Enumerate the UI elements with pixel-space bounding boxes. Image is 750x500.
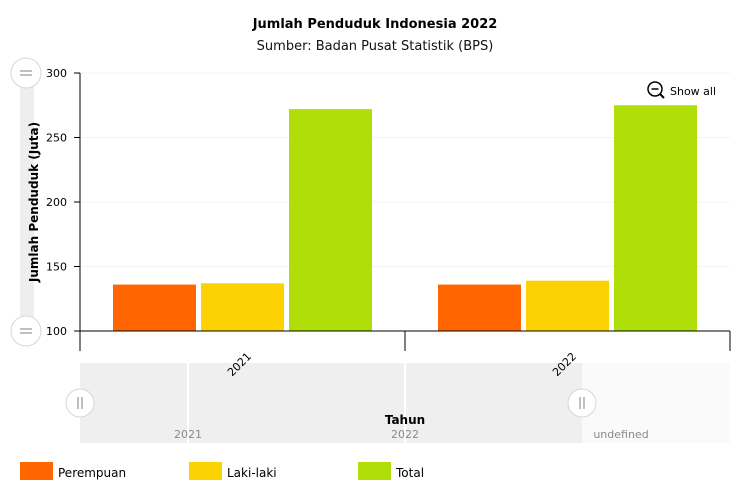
horizontal-scrollbar[interactable]: 2021 2022 undefined [65, 363, 730, 443]
legend-swatch-perempuan [20, 462, 53, 480]
y-axis-title: Jumlah Penduduk (Juta) [27, 122, 41, 283]
show-all-button[interactable]: Show all [647, 81, 716, 99]
vertical-scrollbar-track[interactable] [20, 73, 34, 331]
y-tick-label-200: 200 [46, 196, 67, 209]
bar-total-2022[interactable] [614, 105, 697, 331]
bar-laki-laki-2022[interactable] [526, 280, 609, 331]
bars-layer [113, 105, 697, 332]
legend-label-total: Total [395, 466, 424, 480]
bar-laki-laki-2021[interactable] [201, 283, 284, 331]
legend-label-laki-laki: Laki-laki [227, 466, 277, 480]
legend: Perempuan Laki-laki Total [20, 462, 424, 480]
chart-subtitle: Sumber: Badan Pusat Statistik (BPS) [257, 39, 494, 54]
y-tick-label-250: 250 [46, 132, 67, 145]
horizontal-scrollbar-selection[interactable] [80, 363, 582, 443]
legend-item-laki-laki[interactable]: Laki-laki [189, 462, 277, 480]
scrollbar-label-2022: 2022 [391, 428, 419, 441]
legend-item-perempuan[interactable]: Perempuan [20, 462, 126, 480]
scrollbar-label-undefined: undefined [593, 428, 648, 441]
scrollbar-label-2021: 2021 [174, 428, 202, 441]
y-axis-ticks: 100 150 200 250 300 [46, 67, 80, 338]
horizontal-scrollbar-left-grip[interactable] [65, 388, 95, 418]
bar-perempuan-2021[interactable] [113, 284, 196, 331]
chart-title: Jumlah Penduduk Indonesia 2022 [252, 17, 498, 32]
y-tick-label-150: 150 [46, 261, 67, 274]
x-axis-title: Tahun [385, 413, 425, 427]
bar-perempuan-2022[interactable] [438, 284, 521, 331]
legend-swatch-total [358, 462, 391, 480]
legend-label-perempuan: Perempuan [58, 466, 126, 480]
show-all-label: Show all [670, 85, 716, 98]
horizontal-scrollbar-right-grip[interactable] [567, 388, 597, 418]
y-tick-label-300: 300 [46, 67, 67, 80]
zoom-out-icon [647, 81, 665, 99]
y-tick-label-100: 100 [46, 325, 67, 338]
vertical-scrollbar-bottom-grip[interactable] [10, 315, 42, 347]
legend-swatch-laki-laki [189, 462, 222, 480]
vertical-scrollbar[interactable] [10, 57, 42, 347]
legend-item-total[interactable]: Total [358, 462, 424, 480]
bar-total-2021[interactable] [289, 109, 372, 332]
vertical-scrollbar-top-grip[interactable] [10, 57, 42, 89]
